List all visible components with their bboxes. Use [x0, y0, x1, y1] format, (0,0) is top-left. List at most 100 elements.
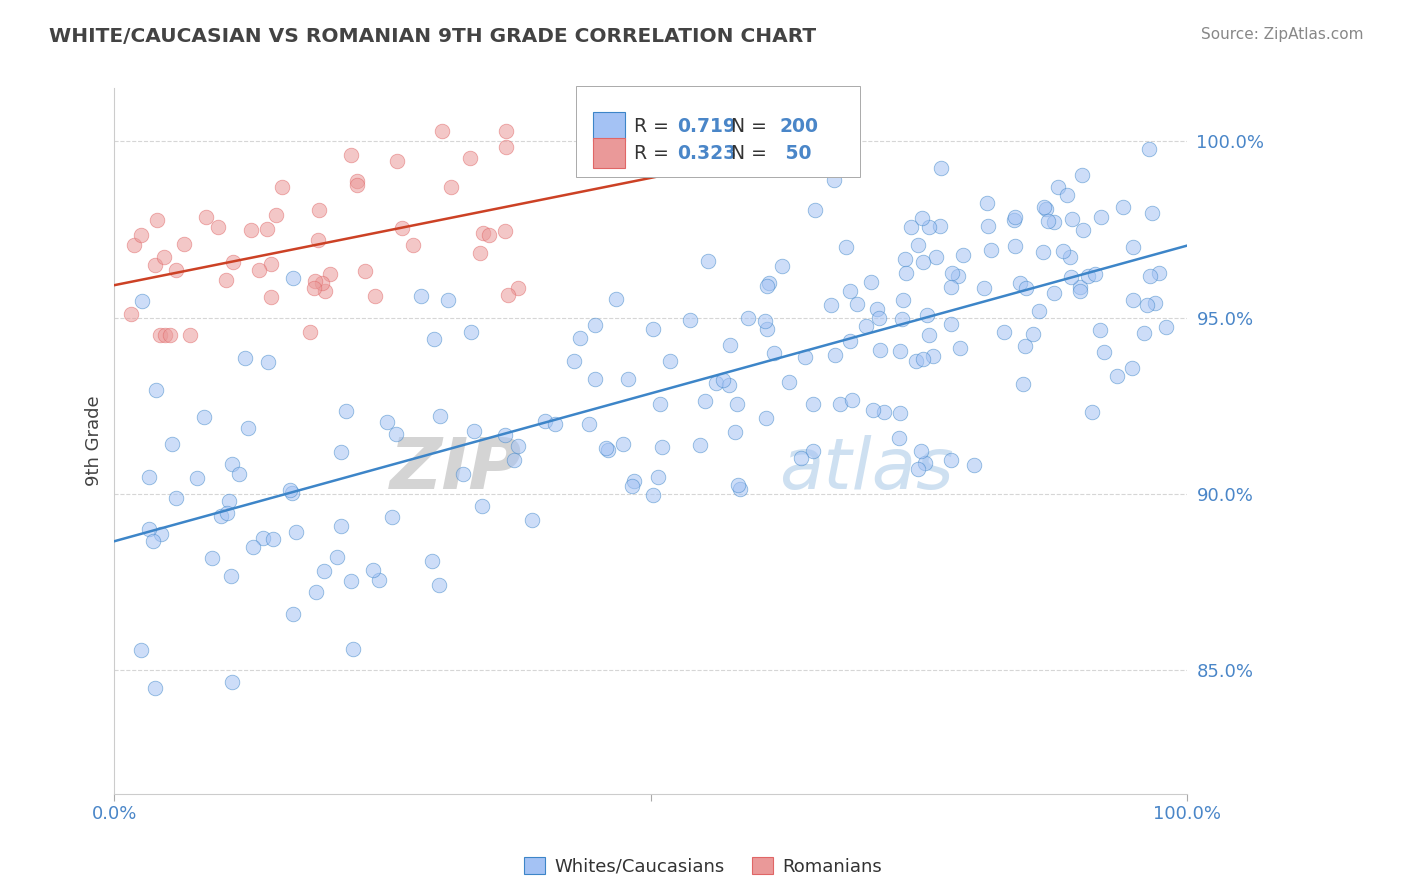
- Point: [165, 263, 187, 277]
- Point: [737, 311, 759, 326]
- Point: [1137, 142, 1160, 156]
- Point: [142, 534, 165, 549]
- Point: [841, 393, 863, 408]
- Point: [911, 255, 934, 269]
- Text: 50: 50: [779, 144, 811, 163]
- Point: [494, 224, 516, 238]
- Point: [342, 642, 364, 657]
- Point: [617, 372, 640, 386]
- Point: [264, 208, 287, 222]
- Point: [346, 174, 368, 188]
- Point: [915, 308, 938, 322]
- Point: [893, 293, 915, 307]
- Point: [262, 532, 284, 546]
- Point: [1036, 214, 1059, 228]
- Point: [758, 276, 780, 290]
- Point: [793, 350, 815, 364]
- Point: [1014, 339, 1036, 353]
- Point: [754, 314, 776, 328]
- Point: [1088, 323, 1111, 337]
- Point: [314, 564, 336, 578]
- Point: [1090, 211, 1112, 225]
- Point: [651, 440, 673, 454]
- Point: [1069, 284, 1091, 298]
- Point: [440, 179, 463, 194]
- Point: [659, 354, 682, 368]
- Point: [1015, 280, 1038, 294]
- Point: [311, 276, 333, 290]
- Point: [778, 375, 800, 389]
- Point: [143, 258, 166, 272]
- Point: [468, 246, 491, 260]
- Point: [458, 151, 481, 165]
- Point: [679, 313, 702, 327]
- Point: [218, 494, 240, 508]
- Point: [1032, 245, 1054, 260]
- Point: [1021, 326, 1043, 341]
- Point: [305, 585, 328, 599]
- Point: [233, 351, 256, 365]
- Point: [1070, 168, 1092, 182]
- Point: [612, 437, 634, 451]
- Text: R =: R =: [634, 117, 675, 136]
- Point: [894, 252, 917, 267]
- Point: [346, 178, 368, 193]
- Point: [595, 442, 617, 456]
- Point: [725, 397, 748, 411]
- Point: [179, 328, 201, 343]
- Point: [363, 563, 385, 577]
- Point: [790, 450, 813, 465]
- Point: [596, 442, 619, 457]
- Text: ZIP: ZIP: [389, 434, 522, 504]
- Point: [973, 281, 995, 295]
- Point: [138, 469, 160, 483]
- Point: [195, 211, 218, 225]
- Point: [718, 377, 741, 392]
- Point: [367, 573, 389, 587]
- Point: [173, 237, 195, 252]
- FancyBboxPatch shape: [575, 87, 859, 177]
- Point: [495, 124, 517, 138]
- Point: [904, 354, 927, 368]
- Point: [762, 346, 785, 360]
- Point: [941, 266, 963, 280]
- Point: [437, 293, 460, 307]
- Point: [562, 353, 585, 368]
- Point: [1035, 202, 1057, 216]
- Point: [824, 348, 846, 362]
- Text: Source: ZipAtlas.com: Source: ZipAtlas.com: [1201, 27, 1364, 42]
- Point: [494, 428, 516, 442]
- Point: [868, 311, 890, 326]
- Text: atlas: atlas: [779, 434, 953, 504]
- Point: [689, 438, 711, 452]
- Point: [855, 318, 877, 333]
- Point: [120, 307, 142, 321]
- Point: [891, 311, 914, 326]
- Point: [155, 328, 177, 343]
- Point: [918, 220, 941, 235]
- Point: [925, 251, 948, 265]
- Point: [838, 284, 860, 298]
- Point: [583, 318, 606, 332]
- Point: [260, 257, 283, 271]
- Point: [755, 279, 778, 293]
- Point: [623, 474, 645, 488]
- Text: WHITE/CAUCASIAN VS ROMANIAN 9TH GRADE CORRELATION CHART: WHITE/CAUCASIAN VS ROMANIAN 9TH GRADE CO…: [49, 27, 817, 45]
- Point: [1149, 266, 1171, 280]
- Point: [506, 281, 529, 295]
- Point: [1107, 369, 1129, 384]
- Point: [1073, 223, 1095, 237]
- Point: [1122, 240, 1144, 254]
- Point: [801, 444, 824, 458]
- Point: [1032, 200, 1054, 214]
- Point: [1139, 268, 1161, 283]
- Point: [239, 222, 262, 236]
- Point: [478, 228, 501, 243]
- Text: 200: 200: [779, 117, 818, 136]
- Point: [838, 334, 860, 349]
- Point: [304, 274, 326, 288]
- Point: [910, 211, 932, 226]
- Point: [643, 322, 665, 336]
- Point: [963, 458, 986, 473]
- Point: [1028, 304, 1050, 318]
